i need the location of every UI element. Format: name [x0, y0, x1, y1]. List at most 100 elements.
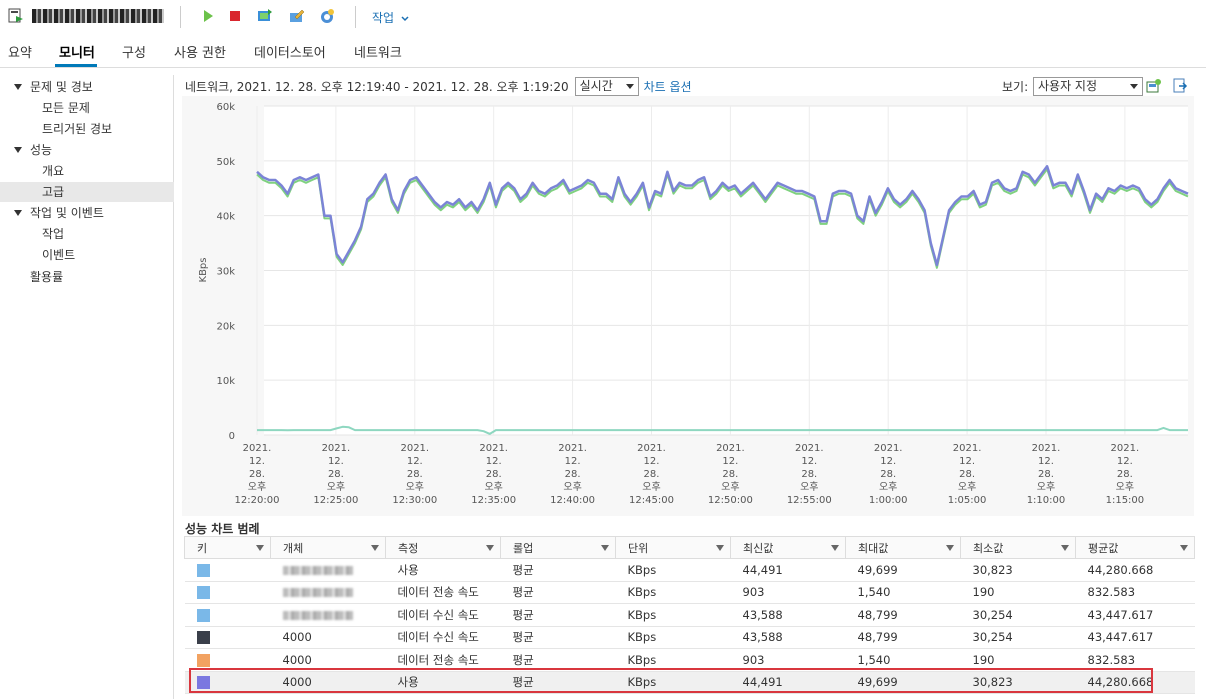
measure-cell: 데이터 수신 속도 — [385, 626, 501, 649]
column-header[interactable]: 최대값 — [845, 536, 961, 559]
column-header[interactable]: 최소값 — [960, 536, 1076, 559]
max-cell: 48,799 — [845, 603, 961, 627]
measure-cell: 데이터 수신 속도 — [385, 603, 501, 627]
sidebar-item-events[interactable]: 이벤트 — [0, 245, 174, 265]
stop-icon[interactable] — [227, 8, 243, 24]
snapshot-icon[interactable] — [319, 8, 335, 24]
unit-cell: KBps — [615, 581, 731, 604]
x-tick-label: 2021. 12. 28. 오후 12:25:00 — [313, 443, 358, 506]
measure-cell: 사용 — [385, 671, 501, 694]
table-row[interactable]: 4000 데이터 수신 속도 평균 KBps 43,588 48,799 30,254 43,… — [184, 626, 1195, 649]
column-header[interactable]: 측정 — [385, 536, 501, 559]
column-label: 키 — [197, 541, 208, 555]
object-cell — [270, 603, 386, 627]
x-tick-label: 2021. 12. 28. 오후 12:35:00 — [471, 443, 516, 506]
sidebar-item-advanced[interactable]: 고급 — [0, 182, 174, 202]
max-cell: 49,699 — [845, 671, 961, 694]
color-swatch — [196, 676, 210, 690]
action-menu-label: 작업 — [372, 11, 395, 25]
save-view-icon[interactable] — [1146, 78, 1162, 94]
table-row[interactable]: 데이터 전송 속도 평균 KBps 903 1,540 190 832.583 — [184, 581, 1195, 604]
sidebar-item-label: 고급 — [42, 185, 65, 199]
key-cell — [184, 648, 271, 672]
column-header[interactable]: 단위 — [615, 536, 731, 559]
chart-options-link[interactable]: 차트 옵션 — [643, 79, 692, 94]
x-tick-label: 2021. 12. 28. 오후 12:55:00 — [787, 443, 832, 506]
color-swatch — [196, 586, 210, 600]
rollup-cell: 평균 — [500, 626, 616, 649]
edit-settings-icon[interactable] — [289, 8, 305, 24]
latest-cell: 44,491 — [730, 558, 846, 582]
sidebar-item-label: 모든 문제 — [42, 101, 90, 115]
column-header[interactable]: 평균값 — [1075, 536, 1195, 559]
x-tick-label: 2021. 12. 28. 오후 12:50:00 — [708, 443, 753, 506]
filter-icon[interactable] — [1061, 545, 1069, 551]
tab-networks[interactable]: 네트워크 — [354, 46, 402, 61]
y-axis-label: KBps — [198, 258, 209, 283]
sidebar-item-triggered-alarms[interactable]: 트리거된 경보 — [0, 119, 174, 139]
redacted-object — [282, 610, 353, 620]
unit-cell: KBps — [615, 603, 731, 627]
x-tick-label: 2021. 12. 28. 오후 1:00:00 — [869, 443, 908, 506]
caret-down-icon — [14, 210, 22, 216]
table-row[interactable]: 사용 평균 KBps 44,491 49,699 30,823 44,280.668 — [184, 558, 1195, 582]
action-menu[interactable]: 작업 — [372, 9, 409, 26]
tab-monitor[interactable]: 모니터 — [59, 46, 95, 61]
y-tick-label: 20k — [216, 321, 235, 332]
measure-cell: 데이터 전송 속도 — [385, 581, 501, 604]
key-cell — [184, 581, 271, 604]
min-cell: 30,254 — [960, 603, 1076, 627]
sidebar-item-label: 성능 — [30, 143, 53, 157]
filter-icon[interactable] — [256, 545, 264, 551]
filter-icon[interactable] — [946, 545, 954, 551]
filter-icon[interactable] — [831, 545, 839, 551]
sidebar-item-label: 문제 및 경보 — [30, 80, 93, 94]
tab-permissions[interactable]: 사용 권한 — [174, 46, 226, 61]
avg-cell: 44,280.668 — [1075, 671, 1195, 694]
table-row[interactable]: 데이터 수신 속도 평균 KBps 43,588 48,799 30,254 43,447.… — [184, 603, 1195, 627]
tab-summary[interactable]: 요약 — [8, 46, 32, 61]
sidebar-item-all-issues[interactable]: 모든 문제 — [0, 98, 174, 118]
column-header[interactable]: 키 — [184, 536, 271, 559]
table-row[interactable]: 4000 사용 평균 KBps 44,491 49,699 30,823 44,280.668 — [184, 671, 1195, 694]
rollup-cell: 평균 — [500, 603, 616, 627]
line-chart: 0 10k 20k 30k 40k 50k 60k KBps 2021. 12. 28. 오후 12:2… — [198, 102, 1189, 506]
column-header[interactable]: 개체 — [270, 536, 386, 559]
view-select[interactable]: 사용자 지정 — [1033, 77, 1143, 96]
filter-icon[interactable] — [716, 545, 724, 551]
sidebar-item-performance[interactable]: 성능 — [0, 140, 174, 160]
sidebar-item-label: 작업 및 이벤트 — [30, 206, 104, 220]
object-cell: 4000 — [270, 671, 386, 694]
sidebar-item-utilization[interactable]: 활용률 — [0, 267, 174, 287]
filter-icon[interactable] — [1180, 545, 1188, 551]
filter-icon[interactable] — [371, 545, 379, 551]
performance-chart: 0 10k 20k 30k 40k 50k 60k KBps 2021. 12. 28. 오후 12:2… — [182, 96, 1194, 516]
object-cell: 4000 — [270, 648, 386, 672]
tab-configure[interactable]: 구성 — [122, 46, 146, 61]
column-header[interactable]: 롤업 — [500, 536, 616, 559]
color-swatch — [196, 653, 210, 667]
avg-cell: 832.583 — [1075, 648, 1195, 672]
table-row[interactable]: 4000 데이터 전송 속도 평균 KBps 903 1,540 190 832.583 — [184, 648, 1195, 672]
min-cell: 30,823 — [960, 558, 1076, 582]
column-label: 최대값 — [858, 541, 889, 555]
filter-icon[interactable] — [486, 545, 494, 551]
column-label: 개체 — [283, 541, 304, 555]
filter-icon[interactable] — [601, 545, 609, 551]
sidebar-item-issues-alarms[interactable]: 문제 및 경보 — [0, 77, 174, 97]
sidebar-item-tasks-events[interactable]: 작업 및 이벤트 — [0, 203, 174, 223]
column-label: 단위 — [628, 541, 649, 555]
max-cell: 1,540 — [845, 581, 961, 604]
x-tick-label: 2021. 12. 28. 오후 1:05:00 — [948, 443, 987, 506]
column-label: 최소값 — [973, 541, 1004, 555]
period-select[interactable]: 실시간 — [574, 76, 639, 96]
host-icon — [8, 8, 23, 23]
play-icon[interactable] — [200, 8, 216, 24]
sidebar-item-tasks[interactable]: 작업 — [0, 224, 174, 244]
column-header[interactable]: 최신값 — [730, 536, 846, 559]
y-tick-label: 10k — [216, 376, 235, 387]
sidebar-item-overview[interactable]: 개요 — [0, 161, 174, 181]
tab-datastores[interactable]: 데이터스토어 — [254, 46, 326, 61]
export-icon[interactable] — [1172, 78, 1188, 94]
migrate-icon[interactable] — [257, 8, 273, 24]
